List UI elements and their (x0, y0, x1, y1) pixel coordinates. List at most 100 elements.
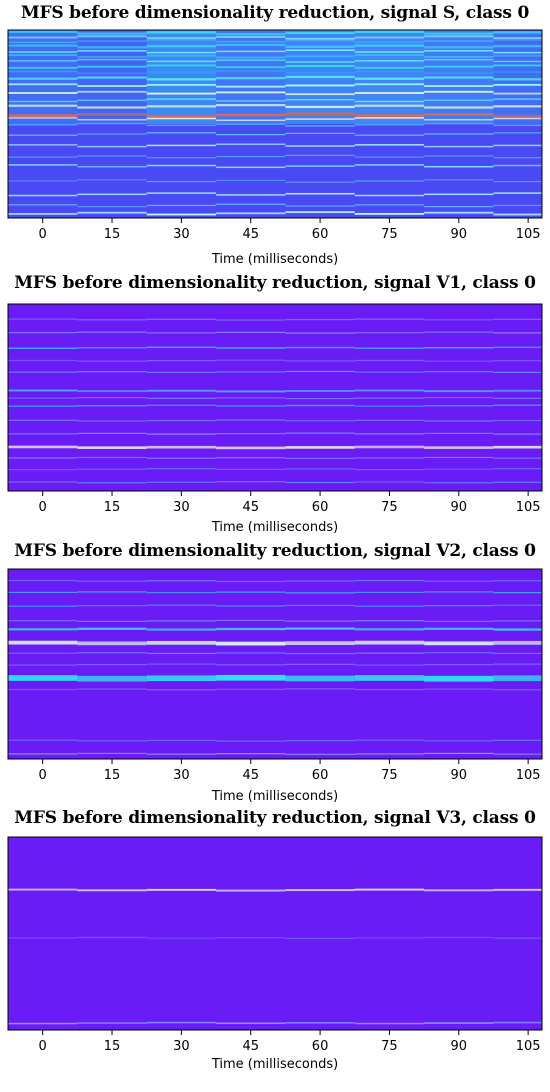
heatmap-band (77, 46, 147, 49)
heatmap-band (146, 54, 217, 57)
heatmap-band (493, 31, 542, 34)
heatmap-band (216, 85, 286, 88)
x-tick-label: 90 (451, 768, 468, 783)
heatmap-band (77, 482, 147, 484)
heatmap-band (354, 640, 425, 645)
heatmap-band (493, 213, 542, 216)
heatmap-band (285, 592, 355, 594)
heatmap-band (8, 347, 78, 349)
x-tick-label: 45 (242, 1039, 259, 1054)
heatmap-band (285, 653, 355, 655)
heatmap-band (493, 739, 542, 741)
heatmap-band (424, 85, 494, 87)
heatmap-band (424, 193, 494, 196)
heatmap-band (424, 482, 494, 484)
x-tick-label: 15 (104, 768, 121, 783)
heatmap-band (216, 113, 286, 117)
heatmap-band (77, 1022, 147, 1024)
heatmap-band (77, 133, 147, 135)
heatmap-band (424, 155, 494, 157)
heatmap-band (77, 211, 147, 214)
heatmap-band (77, 404, 147, 407)
heatmap-band (8, 180, 78, 182)
heatmap-band (424, 99, 494, 102)
heatmap-band (493, 54, 542, 57)
heatmap-band (424, 420, 494, 422)
heatmap-band (424, 675, 494, 682)
heatmap-band (493, 1021, 542, 1024)
heatmap-band (146, 92, 217, 95)
heatmap-band (424, 113, 494, 116)
heatmap-band (146, 753, 217, 755)
heatmap-band (77, 155, 147, 157)
heatmap-band (424, 55, 494, 58)
heatmap-band (424, 580, 494, 582)
heatmap-band (354, 114, 425, 117)
heatmap-band (146, 1021, 217, 1024)
heatmap-band (8, 688, 78, 691)
heatmap-band (424, 641, 494, 646)
heatmap-band (354, 457, 425, 459)
heatmap-band (354, 100, 425, 103)
heatmap-band (285, 84, 355, 87)
heatmap-band (77, 90, 147, 93)
heatmap-band (146, 371, 217, 373)
heatmap-band (285, 370, 355, 373)
heatmap-band (424, 76, 494, 79)
heatmap-band (493, 346, 542, 349)
heatmap-band (77, 193, 147, 196)
heatmap-band (493, 397, 542, 399)
heatmap-band (285, 154, 355, 156)
heatmap-segment (354, 30, 425, 124)
heatmap-band (424, 40, 494, 42)
chart-title: MFS before dimensionality reduction, sig… (14, 273, 536, 293)
heatmap-band (354, 620, 425, 622)
heatmap-band (354, 347, 425, 349)
heatmap-band (493, 652, 542, 655)
heatmap-band (8, 397, 78, 399)
heatmap-band (77, 113, 147, 116)
x-tick-label: 30 (173, 500, 190, 515)
heatmap-band (493, 663, 542, 665)
heatmap-band (8, 134, 78, 136)
chart-title: MFS before dimensionality reduction, sig… (20, 3, 530, 23)
heatmap-band (493, 78, 542, 81)
heatmap-band (8, 579, 78, 582)
heatmap-band (424, 652, 494, 654)
heatmap-band (354, 469, 425, 471)
heatmap-band (424, 664, 494, 666)
heatmap-band (216, 359, 286, 361)
heatmap-band (146, 663, 217, 665)
heatmap-band (285, 49, 355, 51)
heatmap-band (493, 753, 542, 755)
heatmap-band (8, 212, 78, 215)
heatmap-band (146, 481, 217, 483)
heatmap-band (216, 753, 286, 755)
heatmap-band (285, 112, 355, 116)
heatmap-band (493, 937, 542, 939)
heatmap-band (424, 390, 494, 393)
heatmap-band (354, 688, 425, 691)
x-tick-label: 90 (451, 1039, 468, 1054)
heatmap-band (285, 663, 355, 665)
heatmap-band (493, 604, 542, 606)
heatmap-band (216, 43, 286, 47)
x-tick-label: 75 (381, 500, 398, 515)
heatmap-band (493, 204, 542, 207)
heatmap-band (8, 30, 78, 33)
heatmap-band (216, 688, 286, 690)
heatmap-band (354, 591, 425, 593)
heatmap-band (146, 132, 217, 134)
heatmap-band (216, 155, 286, 158)
heatmap-band (77, 620, 147, 622)
heatmap-band (354, 204, 425, 206)
heatmap-band (77, 652, 147, 654)
heatmap-band (285, 446, 355, 449)
heatmap-band (146, 318, 217, 320)
heatmap-band (493, 389, 542, 392)
x-tick-label: 75 (381, 1039, 398, 1054)
heatmap-band (493, 468, 542, 470)
heatmap-band (285, 192, 355, 195)
heatmap-band (285, 580, 355, 582)
heatmap-band (354, 753, 425, 755)
